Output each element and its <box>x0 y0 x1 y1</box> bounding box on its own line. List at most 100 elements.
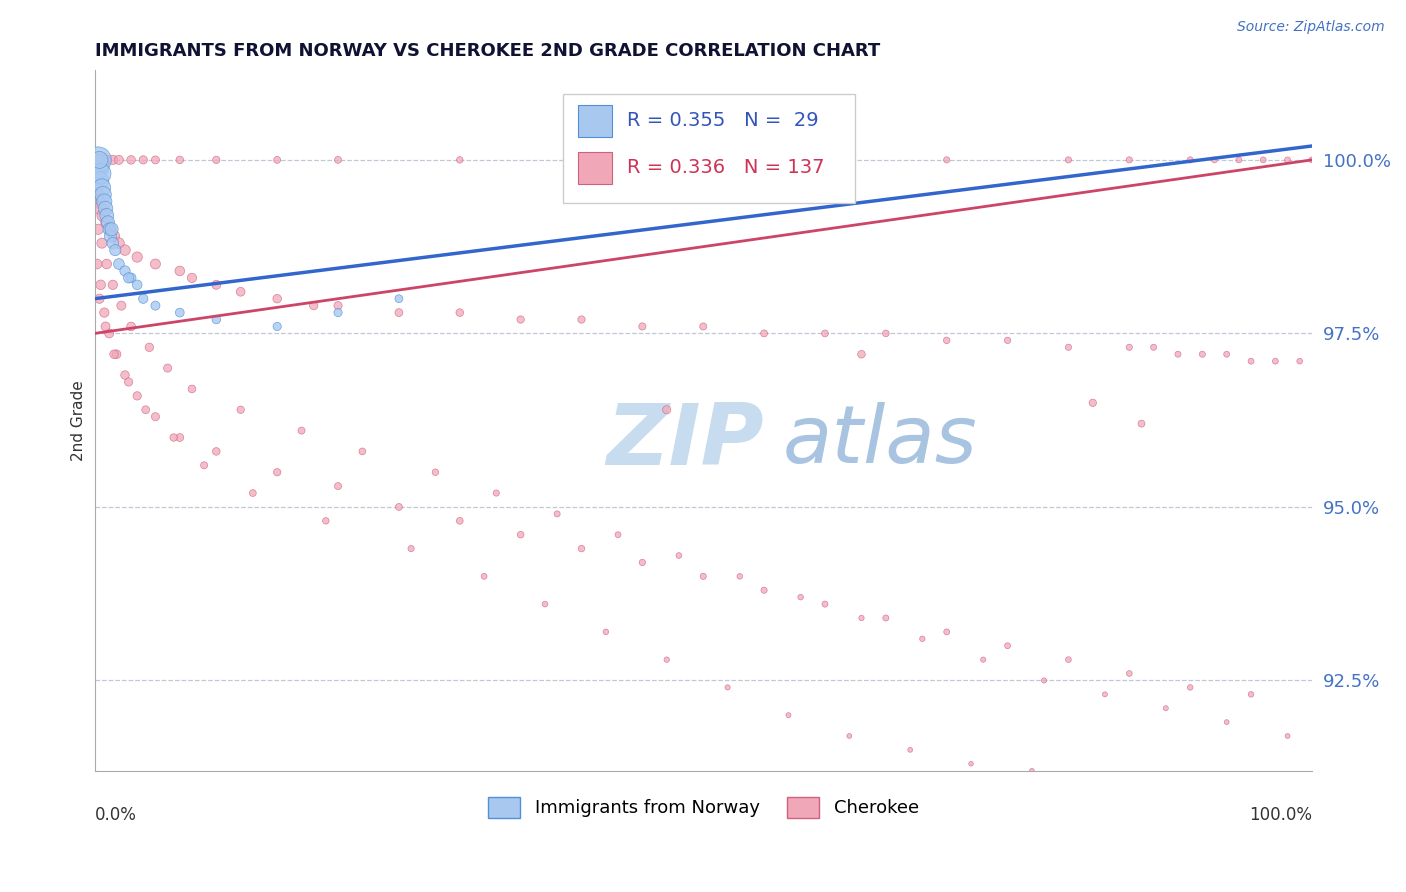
Point <box>169 305 191 319</box>
Point <box>89 292 111 306</box>
Point <box>1118 340 1140 354</box>
Point <box>1167 347 1189 361</box>
Point <box>93 305 115 319</box>
Point <box>89 153 111 167</box>
Point <box>1227 153 1250 167</box>
Point <box>266 292 288 306</box>
Point <box>814 597 837 611</box>
Point <box>668 549 690 563</box>
Point <box>1178 153 1201 167</box>
Point <box>960 756 983 771</box>
Point <box>90 202 112 216</box>
Point <box>534 597 557 611</box>
Point <box>84 153 107 167</box>
Point <box>875 611 897 625</box>
Point <box>87 194 110 209</box>
Point <box>1215 715 1237 730</box>
Point <box>101 153 124 167</box>
Point <box>103 347 125 361</box>
Point <box>935 153 957 167</box>
Point <box>169 430 191 444</box>
Point <box>851 347 873 361</box>
Point <box>120 153 142 167</box>
Point <box>169 153 191 167</box>
Point <box>108 257 131 271</box>
Point <box>91 208 114 222</box>
Point <box>692 319 714 334</box>
Point <box>205 312 228 326</box>
Point <box>100 222 122 236</box>
Text: R = 0.355   N =  29: R = 0.355 N = 29 <box>627 112 818 130</box>
Point <box>1178 681 1201 695</box>
Point <box>110 299 132 313</box>
Point <box>94 202 117 216</box>
Point <box>98 222 121 236</box>
Point <box>100 222 122 236</box>
Point <box>326 479 349 493</box>
Point <box>86 153 108 167</box>
Point <box>87 153 110 167</box>
Point <box>101 277 124 292</box>
Point <box>229 285 252 299</box>
Point <box>86 160 108 174</box>
Point <box>692 569 714 583</box>
Point <box>94 153 117 167</box>
Point <box>571 312 593 326</box>
Point <box>449 153 471 167</box>
Point <box>156 361 179 376</box>
Point <box>86 153 108 167</box>
Point <box>100 229 122 244</box>
Point <box>145 409 167 424</box>
Point <box>1021 764 1043 778</box>
Point <box>1264 791 1286 805</box>
Point <box>1251 153 1274 167</box>
Point <box>104 243 127 257</box>
Point <box>127 250 149 264</box>
Point <box>101 236 124 251</box>
Text: Source: ZipAtlas.com: Source: ZipAtlas.com <box>1237 20 1385 34</box>
Point <box>89 174 111 188</box>
Point <box>169 264 191 278</box>
Point <box>1057 653 1080 667</box>
Point <box>1277 153 1299 167</box>
Point <box>96 153 118 167</box>
Point <box>120 271 142 285</box>
Point <box>1057 340 1080 354</box>
Point <box>352 444 374 458</box>
Point <box>181 271 204 285</box>
Point <box>302 299 325 313</box>
Point <box>89 153 111 167</box>
Point <box>1094 687 1116 701</box>
Point <box>242 486 264 500</box>
Point <box>93 194 115 209</box>
Point <box>1081 396 1104 410</box>
Point <box>1191 347 1213 361</box>
Point <box>87 222 110 236</box>
Point <box>132 292 155 306</box>
Text: 100.0%: 100.0% <box>1249 805 1312 823</box>
Point <box>997 639 1019 653</box>
Point <box>108 236 131 251</box>
FancyBboxPatch shape <box>578 105 612 136</box>
Point <box>692 153 714 167</box>
Point <box>326 305 349 319</box>
Point <box>118 375 141 389</box>
Point <box>1118 153 1140 167</box>
Point <box>90 167 112 181</box>
Point <box>96 257 118 271</box>
Point <box>388 292 411 306</box>
Point <box>814 326 837 341</box>
Point <box>326 153 349 167</box>
Legend: Immigrants from Norway, Cherokee: Immigrants from Norway, Cherokee <box>481 789 927 825</box>
Point <box>114 368 136 382</box>
Point <box>138 340 160 354</box>
Point <box>145 299 167 313</box>
Point <box>1264 354 1286 368</box>
FancyBboxPatch shape <box>578 152 612 184</box>
Text: IMMIGRANTS FROM NORWAY VS CHEROKEE 2ND GRADE CORRELATION CHART: IMMIGRANTS FROM NORWAY VS CHEROKEE 2ND G… <box>94 42 880 60</box>
Point <box>875 326 897 341</box>
Point <box>449 514 471 528</box>
Point <box>93 153 115 167</box>
Point <box>181 382 204 396</box>
Point <box>655 653 678 667</box>
